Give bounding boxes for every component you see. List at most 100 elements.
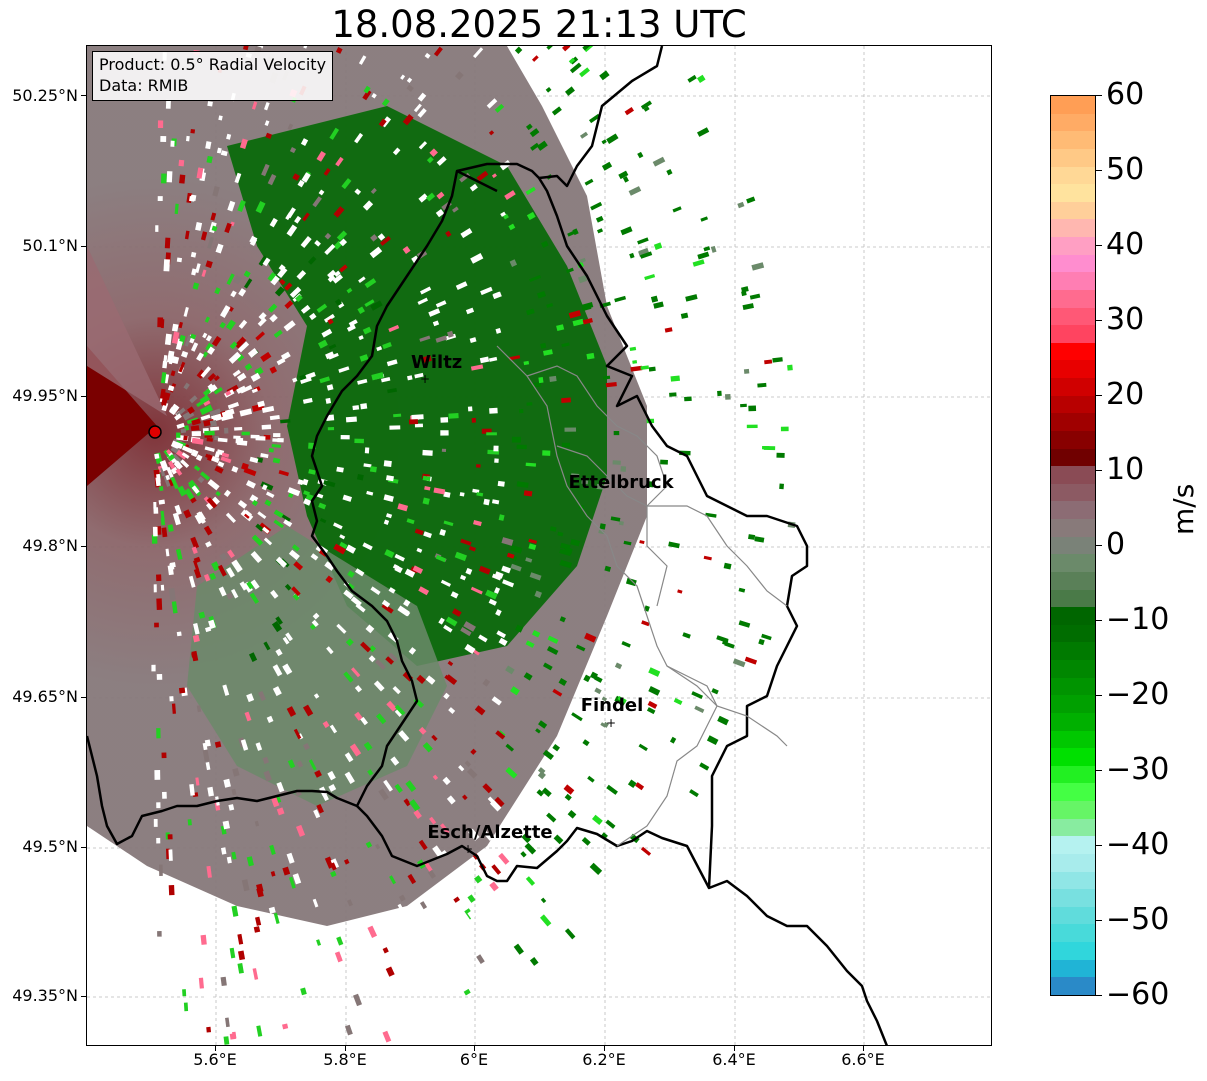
radar-pixel [157,120,164,129]
radar-pixel [289,286,302,299]
radar-pixel [620,466,627,472]
radar-pixel [462,794,468,801]
radar-pixel [164,237,171,249]
radar-pixel [189,395,198,404]
radar-pixel [316,939,322,946]
radar-pixel [353,993,363,1007]
radar-pixel [476,170,489,182]
radar-pixel [220,945,227,953]
radar-pixel [284,300,294,309]
radar-pixel [253,926,261,933]
radar-pixel [326,646,334,655]
radar-pixel [740,403,747,408]
radar-pixel [263,770,272,782]
radar-pixel [286,706,297,717]
radar-pixel [382,342,392,350]
radar-pixel [364,447,370,454]
radar-pixel [308,256,317,265]
radar-pixel [381,603,394,614]
radar-pixel [393,413,402,418]
radar-pixel [689,789,699,798]
radar-pixel [156,837,161,844]
radar-pixel [495,328,502,334]
radar-pixel [383,460,392,468]
radar-pixel [263,537,273,546]
radar-pixel [195,221,203,231]
radar-pixel [297,179,305,188]
radar-pixel [761,633,772,641]
radar-pixel [282,1023,289,1030]
radar-pixel [268,447,274,453]
radar-pixel [218,115,223,121]
radar-pixel [273,329,283,338]
radar-pixel [224,427,229,434]
radar-pixel [749,293,761,300]
radar-pixel [523,360,530,366]
radar-pixel [265,491,275,499]
radar-pixel [274,286,285,297]
radar-pixel [283,519,293,528]
radar-pixel [275,648,283,657]
radar-pixel [498,637,508,647]
radar-pixel [360,641,371,653]
radar-pixel [501,565,511,574]
radar-pixel [691,691,703,700]
radar-pixel [502,213,509,220]
radar-pixel [738,620,751,628]
radar-pixel [375,843,381,850]
colorbar-segment [1051,871,1095,890]
radar-pixel [537,771,546,780]
radar-pixel [207,372,217,382]
radar-map[interactable]: Wiltz + Ettelbruck Findel + Esch/Alzette… [86,45,992,1046]
radar-pixel [160,467,166,477]
product-label: Product: 0.5° Radial Velocity [99,55,327,74]
radar-pixel [408,419,419,425]
radar-pixel [260,351,272,363]
radar-pixel [409,799,421,812]
radar-pixel [366,490,374,496]
radar-pixel [243,467,257,477]
radar-pixel [257,511,267,520]
radar-pixel [424,861,433,872]
radar-pixel [333,543,347,555]
radar-pixel [440,579,452,587]
colorbar-segment [1051,237,1095,255]
radar-pixel [234,426,243,431]
radar-pixel [413,103,422,113]
radar-pixel [405,780,417,793]
radar-pixel [491,696,502,706]
radar-pixel [168,478,174,487]
colorbar-segment [1051,413,1095,431]
radar-pixel [199,404,214,416]
radar-pixel [746,424,758,429]
radar-pixel [239,581,248,591]
radar-pixel [515,624,524,633]
radar-pixel [190,251,197,258]
lon-tick [734,1046,735,1051]
radar-pixel [156,574,162,582]
radar-pixel [154,453,160,460]
radar-pixel [164,333,172,346]
radar-pixel [582,46,594,51]
radar-pixel [579,67,590,78]
radar-pixel [243,581,253,593]
radar-pixel [267,173,277,186]
radar-pixel [370,300,383,311]
radar-pixel [263,102,270,111]
radar-pixel [186,406,195,415]
radar-pixel [234,336,247,349]
radar-pixel [178,321,183,329]
radar-pixel [625,577,637,587]
radar-pixel [174,203,179,215]
radar-pixel [417,297,428,305]
radar-pixel [260,453,269,459]
radar-pixel [251,499,259,507]
lat-tick [81,95,86,96]
radar-pixel [163,355,168,362]
radar-pixel [357,378,368,385]
radar-pixel [441,448,447,453]
radar-pixel [433,487,446,495]
radar-pixel [526,308,535,316]
radar-site-marker[interactable] [148,425,162,439]
radar-pixel [270,589,279,599]
